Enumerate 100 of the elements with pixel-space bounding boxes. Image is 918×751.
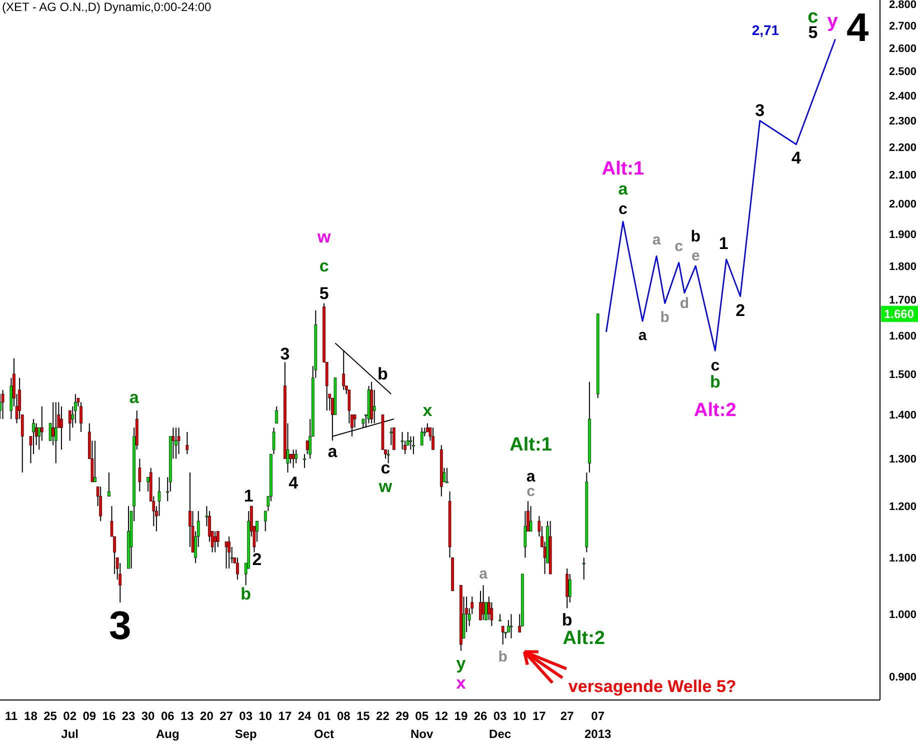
annotation: c xyxy=(618,200,628,218)
annotation: a xyxy=(328,442,338,461)
x-tick-label: 16 xyxy=(102,709,116,723)
candlestick xyxy=(409,436,412,450)
x-tick-label: 27 xyxy=(560,709,574,723)
candlestick xyxy=(264,510,267,532)
y-tick-label: 2.700 xyxy=(889,20,917,33)
annotation: 3 xyxy=(755,101,765,120)
candlestick xyxy=(568,574,572,603)
candlestick xyxy=(99,486,102,522)
annotation: 3 xyxy=(280,344,290,364)
annotation: 1 xyxy=(244,486,254,506)
candlestick xyxy=(348,389,351,424)
x-tick-label: 11 xyxy=(4,709,18,723)
candlestick xyxy=(432,427,434,450)
annotation: c xyxy=(319,256,329,276)
candlestick xyxy=(272,427,276,455)
x-tick-label: 12 xyxy=(434,709,448,723)
y-tick-label: 2.200 xyxy=(889,142,917,154)
annotation: y xyxy=(456,654,466,673)
candlestick xyxy=(177,427,180,455)
y-tick-label: 1.800 xyxy=(889,260,917,273)
x-tick-label: 29 xyxy=(396,709,410,723)
y-tick-label: 2.100 xyxy=(889,170,917,182)
y-tick-label: 1.500 xyxy=(889,368,917,381)
candlestick xyxy=(186,431,189,455)
y-tick-label: 2.400 xyxy=(889,90,917,102)
candlestick xyxy=(529,506,532,532)
annotation: 4 xyxy=(791,148,802,168)
annotation: b xyxy=(660,308,670,326)
candlestick xyxy=(582,557,586,580)
x-tick-label: 17 xyxy=(278,709,292,723)
annotation: 2,71 xyxy=(752,22,780,38)
annotation: 2 xyxy=(252,550,262,570)
annotation: d xyxy=(680,294,690,312)
annotation: 5 xyxy=(808,22,818,42)
candlestick xyxy=(32,418,35,455)
x-tick-label: 30 xyxy=(141,709,156,723)
candlestick xyxy=(40,406,44,442)
candlestick xyxy=(74,394,77,424)
x-tick-label: 10 xyxy=(258,709,272,723)
candlestick xyxy=(566,568,569,609)
annotation: w xyxy=(378,477,393,496)
candlestick xyxy=(228,536,230,570)
x-tick-label: 13 xyxy=(180,709,194,723)
candlestick xyxy=(524,510,527,558)
y-tick-label: 0.900 xyxy=(889,671,917,684)
candlestick xyxy=(54,402,58,464)
candlestick xyxy=(392,427,396,450)
candlestick xyxy=(94,440,96,482)
annotation: b xyxy=(378,364,388,384)
annotation: x xyxy=(422,401,433,420)
candlestick xyxy=(386,449,390,464)
annotation: a xyxy=(479,566,488,583)
candlestick xyxy=(342,350,346,390)
annotation: Alt:2 xyxy=(694,400,736,422)
annotation: 2 xyxy=(736,300,746,320)
annotation: c xyxy=(674,238,684,256)
annotation: 1 xyxy=(718,234,728,253)
candlestick xyxy=(275,406,278,424)
candlestick xyxy=(138,458,142,492)
y-tick-label: 2.300 xyxy=(889,116,917,128)
annotation: 5 xyxy=(319,284,329,303)
candlestick xyxy=(108,472,110,497)
y-tick-label: 2.500 xyxy=(889,66,917,78)
y-tick-label: 1.600 xyxy=(889,330,917,343)
candlestick xyxy=(52,402,54,446)
candlestick xyxy=(1,389,4,420)
x-tick-label: 06 Aug xyxy=(156,709,180,741)
y-tick-label: 1.100 xyxy=(889,552,917,565)
y-tick-label: 2.600 xyxy=(889,43,917,56)
annotation: a xyxy=(129,388,140,408)
annotation: c xyxy=(710,358,720,375)
y-tick-label: 1.300 xyxy=(889,454,917,466)
annotation: a xyxy=(638,327,648,344)
annotation: y xyxy=(827,10,838,32)
x-tick-label: 07 2013 xyxy=(584,709,612,741)
y-tick-label: 2.000 xyxy=(889,198,917,210)
annotation: Alt:1 xyxy=(602,158,645,180)
annotation: c xyxy=(380,458,390,478)
y-tick-label: 2.800 xyxy=(889,0,917,12)
candlestick xyxy=(510,614,513,639)
candlestick xyxy=(80,402,82,432)
x-tick-label: 20 xyxy=(200,709,214,723)
x-tick-label: 23 xyxy=(122,709,136,723)
candlestick xyxy=(303,454,306,468)
candlestick xyxy=(420,427,424,446)
y-tick-label: 1.000 xyxy=(889,609,917,621)
annotation: b xyxy=(690,228,701,246)
candlestick xyxy=(498,614,502,622)
x-tick-label: 15 xyxy=(356,709,370,723)
chart-title: (XET - AG O.N.,D) Dynamic,0:00-24:00 xyxy=(2,0,212,14)
x-tick-label: 08 xyxy=(336,709,351,723)
annotation: w xyxy=(316,228,332,247)
candlestick xyxy=(68,410,72,442)
candlestick xyxy=(174,427,178,460)
annotation: 1.660 xyxy=(884,306,914,321)
annotation: a xyxy=(618,179,628,198)
candlestick xyxy=(214,530,217,553)
x-tick-label: 01 Oct xyxy=(314,709,334,741)
